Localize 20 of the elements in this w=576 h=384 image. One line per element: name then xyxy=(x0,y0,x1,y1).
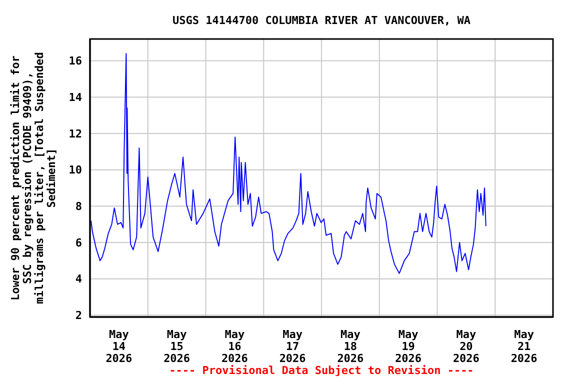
x-tick-label: May 18 2026 xyxy=(337,328,364,365)
x-tick-label: May 20 2026 xyxy=(452,328,480,365)
line-series xyxy=(90,53,486,274)
y-tick-label: 10 xyxy=(68,164,82,177)
x-tick-label: May 17 2026 xyxy=(279,328,306,365)
y-axis-title: Lower 90 percent prediction limit for SSC by regression (PCODE 99409), milligrams per liter, [Total Suspended Sediment] xyxy=(9,52,58,304)
x-tick-label: May 14 2026 xyxy=(106,328,133,365)
y-tick-label: 6 xyxy=(75,236,82,250)
y-tick-label: 14 xyxy=(68,91,82,104)
chart-title: USGS 14144700 COLUMBIA RIVER AT VANCOUVER, WA xyxy=(172,14,471,27)
x-tick-label: May 19 2026 xyxy=(395,328,422,365)
y-tick-label: 4 xyxy=(75,272,82,286)
x-tick-label: May 15 2026 xyxy=(164,328,190,365)
y-tick-label: 8 xyxy=(75,200,82,214)
text: ---- Provisional Data Subject to Revision ---- xyxy=(169,364,474,377)
x-tick-label: May 16 2026 xyxy=(221,328,248,365)
y-tick-label: 2 xyxy=(75,309,82,322)
y-tick-label: 12 xyxy=(68,127,82,140)
y-tick-label: 16 xyxy=(68,54,82,68)
x-tick-label: May 21 2026 xyxy=(510,328,538,365)
